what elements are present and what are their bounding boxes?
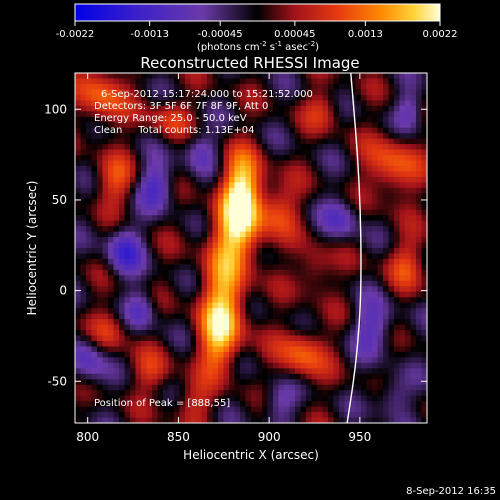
chart-title: Reconstructed RHESSI Image <box>140 54 359 72</box>
colorbar-tick-label: -0.00045 <box>198 29 243 40</box>
x-axis: 800 850 900 950 <box>76 73 371 444</box>
colorbar-ticks: -0.0022 -0.0013 -0.00045 0.00045 0.0013 0.002… <box>56 21 458 40</box>
annotation-time-range: 6-Sep-2012 15:17:24.000 to 15:21:52.000 <box>101 89 313 100</box>
colorbar-tick-label: -0.0022 <box>56 29 95 40</box>
x-tick-label: 950 <box>348 430 371 444</box>
y-axis-label: Heliocentric Y (arcsec) <box>25 181 39 316</box>
render-timestamp: 8-Sep-2012 16:35 <box>406 486 496 497</box>
y-tick-label: -50 <box>47 374 67 388</box>
colorbar-tick-label: 0.0022 <box>423 29 458 40</box>
colorbar-tick-label: 0.00045 <box>274 29 315 40</box>
y-tick-label: 100 <box>44 102 67 116</box>
peak-position-label: Position of Peak = [888,55] <box>94 398 230 409</box>
x-tick-label: 850 <box>167 430 190 444</box>
colorbar-tick-label: 0.0013 <box>348 29 383 40</box>
y-axis: -50 0 50 100 <box>44 102 427 388</box>
x-tick-label: 800 <box>76 430 99 444</box>
observation-info: 6-Sep-2012 15:17:24.000 to 15:21:52.000 … <box>94 89 313 136</box>
colorbar-unit: (photons cm-2 s-1 asec-2) <box>197 40 319 53</box>
x-axis-label: Heliocentric X (arcsec) <box>183 448 319 462</box>
annotation-energy-range: Energy Range: 25.0 - 50.0 keV <box>94 113 247 124</box>
annotation-detectors: Detectors: 3F 5F 6F 7F 8F 9F, Att 0 <box>94 101 268 112</box>
x-tick-label: 900 <box>258 430 281 444</box>
annotation-clean-counts: Clean Total counts: 1.13E+04 <box>94 125 254 136</box>
plot-frame <box>74 72 428 424</box>
solar-limb <box>346 73 362 423</box>
colorbar <box>74 3 441 22</box>
colorbar-tick-label: -0.0013 <box>130 29 169 40</box>
y-tick-label: 0 <box>59 284 67 298</box>
y-tick-label: 50 <box>52 193 67 207</box>
heatmap-image <box>75 73 427 423</box>
